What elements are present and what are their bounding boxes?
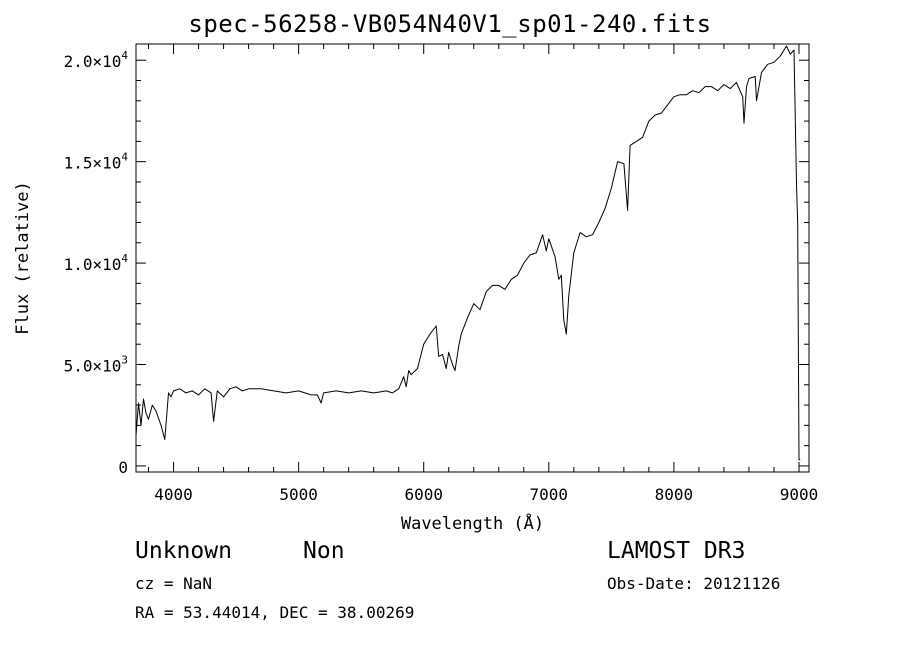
x-axis-label: Wavelength (Å): [401, 512, 544, 534]
x-tick-label: 6000: [404, 485, 443, 504]
subclass-label: Non: [303, 538, 345, 564]
class-label: Unknown: [135, 538, 232, 564]
spectrum-series-line: [136, 45, 801, 461]
x-tick-label: 5000: [279, 485, 318, 504]
y-tick-label: 1.5×104: [64, 151, 129, 173]
x-tick-label: 4000: [154, 485, 193, 504]
y-tick-label: 5.0×103: [64, 353, 128, 375]
obs-date-text: Obs-Date: 20121126: [607, 574, 781, 593]
redshift-text: cz = NaN: [135, 574, 213, 593]
coordinates-text: RA = 53.44014, DEC = 38.00269: [135, 603, 415, 622]
survey-label: LAMOST DR3: [607, 538, 746, 564]
x-tick-label: 9000: [780, 485, 819, 504]
x-tick-label: 7000: [530, 485, 569, 504]
chart-title: spec-56258-VB054N40V1_sp01-240.fits: [188, 10, 712, 38]
y-tick-label: 0: [118, 458, 128, 477]
x-tick-label: 8000: [655, 485, 694, 504]
y-tick-label: 2.0×104: [64, 49, 129, 71]
plot-frame: [135, 43, 810, 473]
y-tick-label: 1.0×104: [64, 252, 129, 274]
y-axis-label: Flux (relative): [13, 181, 33, 335]
